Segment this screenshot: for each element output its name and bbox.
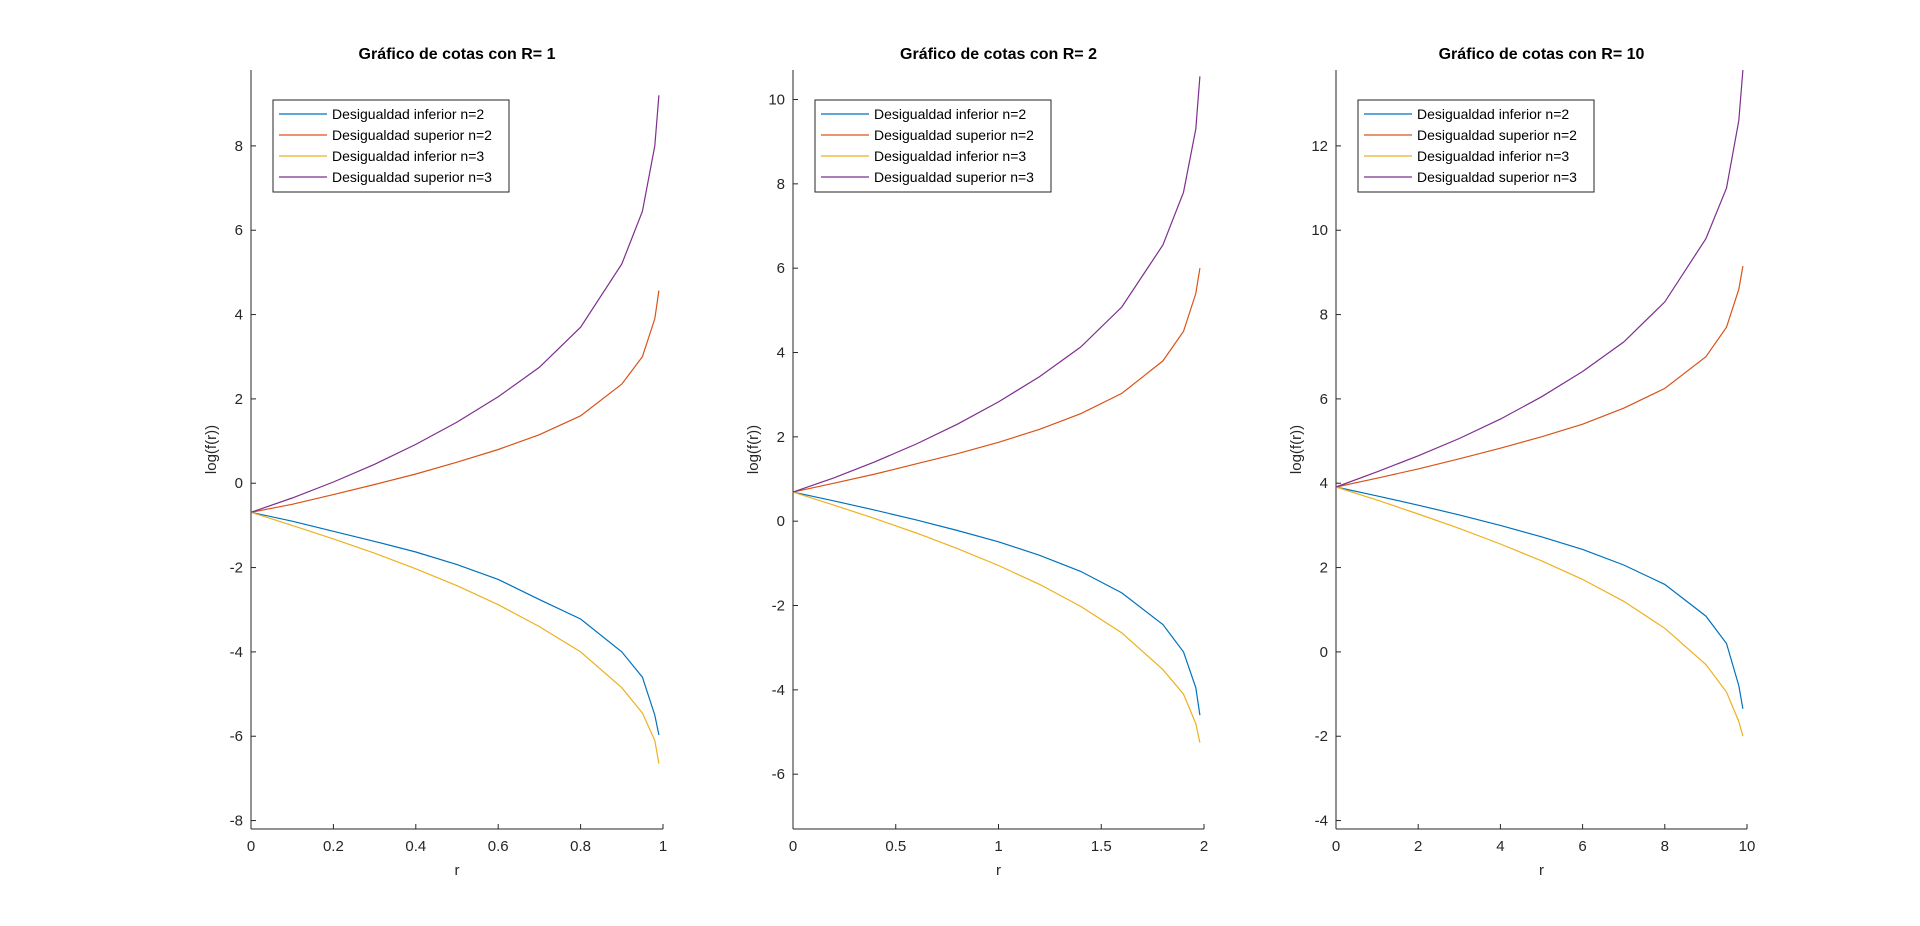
y-tick-label: 6 — [235, 222, 243, 239]
subplot-3: 0 2 4 6 8 10 -4 -2 0 2 4 6 8 10 12 Gráfico de cotas con… — [1288, 46, 1755, 879]
series-line-desigualdad-inferior-n-2 — [792, 491, 1201, 716]
subplot-1: 0 0.2 0.4 0.6 0.8 1 -8 -6 -4 -2 0 2 4 6 8 Gráfico de co… — [203, 46, 667, 879]
x-tick-label: 2 — [1200, 838, 1208, 855]
series-line-desigualdad-superior-n-3 — [1335, 69, 1744, 488]
series-line-desigualdad-inferior-n-2 — [1335, 486, 1744, 709]
legend-entry: Desigualdad inferior n=3 — [1417, 148, 1569, 164]
legend: Desigualdad inferior n=2 Desigualdad supe… — [272, 99, 510, 193]
subplot-2: 0 0.5 1 1.5 2 -6 -4 -2 0 2 4 6 8 10 Gráfico de cotas c… — [745, 46, 1208, 879]
legend-entry: Desigualdad inferior n=2 — [1417, 106, 1569, 122]
y-tick-label: 12 — [1311, 138, 1328, 155]
x-tick-label: 0.2 — [323, 838, 344, 855]
legend: Desigualdad inferior n=2 Desigualdad supe… — [814, 99, 1052, 193]
x-tick-label: 0.6 — [488, 838, 509, 855]
legend: Desigualdad inferior n=2 Desigualdad supe… — [1357, 99, 1595, 193]
y-tick-label: -4 — [1315, 813, 1328, 830]
legend-entry: Desigualdad superior n=3 — [874, 169, 1034, 185]
y-tick-label: 2 — [777, 429, 785, 446]
series-line-desigualdad-superior-n-3 — [250, 95, 660, 513]
legend-entry: Desigualdad inferior n=3 — [874, 148, 1026, 164]
x-tick-label: 1 — [659, 838, 667, 855]
legend-entry: Desigualdad superior n=3 — [1417, 169, 1577, 185]
series-line-desigualdad-inferior-n-3 — [1335, 486, 1744, 737]
y-tick-label: 10 — [1311, 222, 1328, 239]
series-line-desigualdad-superior-n-3 — [792, 76, 1201, 493]
x-tick-label: 8 — [1661, 838, 1669, 855]
x-axis-label: r — [455, 862, 460, 879]
y-tick-label: 2 — [1320, 560, 1328, 577]
x-tick-label: 0 — [1332, 838, 1340, 855]
series-line-desigualdad-inferior-n-2 — [250, 511, 660, 736]
y-tick-label: 6 — [1320, 391, 1328, 408]
x-tick-label: 4 — [1496, 838, 1504, 855]
y-tick-label: 8 — [235, 138, 243, 155]
y-tick-label: 2 — [235, 391, 243, 408]
y-tick-label: 0 — [1320, 644, 1328, 661]
x-tick-label: 10 — [1739, 838, 1756, 855]
legend-entry: Desigualdad superior n=3 — [332, 169, 492, 185]
y-axis-label: log(f(r)) — [745, 425, 762, 474]
x-axis-label: r — [996, 862, 1001, 879]
series-line-desigualdad-superior-n-2 — [792, 268, 1201, 493]
x-tick-label: 0.8 — [570, 838, 591, 855]
y-tick-label: 4 — [1320, 475, 1328, 492]
series-line-desigualdad-superior-n-2 — [250, 290, 660, 513]
y-tick-label: 4 — [777, 345, 785, 362]
y-tick-label: -2 — [772, 598, 785, 615]
x-tick-label: 0 — [789, 838, 797, 855]
series-line-desigualdad-inferior-n-3 — [792, 491, 1201, 743]
x-tick-label: 1 — [994, 838, 1002, 855]
chart-title: Gráfico de cotas con R= 1 — [359, 46, 556, 63]
y-tick-label: 4 — [235, 307, 243, 324]
y-tick-label: -4 — [230, 644, 243, 661]
series-line-desigualdad-superior-n-2 — [1335, 265, 1744, 488]
legend-entry: Desigualdad inferior n=2 — [332, 106, 484, 122]
chart-title: Gráfico de cotas con R= 10 — [1439, 46, 1645, 63]
y-tick-label: 0 — [235, 475, 243, 492]
y-tick-label: 0 — [777, 513, 785, 530]
y-tick-label: -6 — [772, 766, 785, 783]
series-line-desigualdad-inferior-n-3 — [250, 511, 660, 764]
x-tick-label: 0 — [247, 838, 255, 855]
y-tick-label: 8 — [777, 176, 785, 193]
y-axis-label: log(f(r)) — [1288, 425, 1305, 474]
y-tick-label: 6 — [777, 260, 785, 277]
chart-title: Gráfico de cotas con R= 2 — [900, 46, 1097, 63]
legend-entry: Desigualdad superior n=2 — [1417, 127, 1577, 143]
y-tick-label: 10 — [768, 92, 785, 109]
legend-entry: Desigualdad inferior n=3 — [332, 148, 484, 164]
y-tick-label: -2 — [1315, 728, 1328, 745]
x-tick-label: 6 — [1578, 838, 1586, 855]
y-tick-label: -8 — [230, 813, 243, 830]
y-tick-label: -4 — [772, 682, 785, 699]
legend-entry: Desigualdad superior n=2 — [874, 127, 1034, 143]
y-axis-label: log(f(r)) — [203, 425, 220, 474]
x-axis-label: r — [1539, 862, 1544, 879]
y-tick-label: 8 — [1320, 307, 1328, 324]
legend-entry: Desigualdad inferior n=2 — [874, 106, 1026, 122]
x-tick-label: 1.5 — [1091, 838, 1112, 855]
legend-entry: Desigualdad superior n=2 — [332, 127, 492, 143]
x-tick-label: 0.4 — [405, 838, 426, 855]
y-tick-label: -6 — [230, 728, 243, 745]
legend-box — [814, 99, 1052, 193]
y-tick-label: -2 — [230, 560, 243, 577]
x-tick-label: 0.5 — [885, 838, 906, 855]
x-tick-label: 2 — [1414, 838, 1422, 855]
